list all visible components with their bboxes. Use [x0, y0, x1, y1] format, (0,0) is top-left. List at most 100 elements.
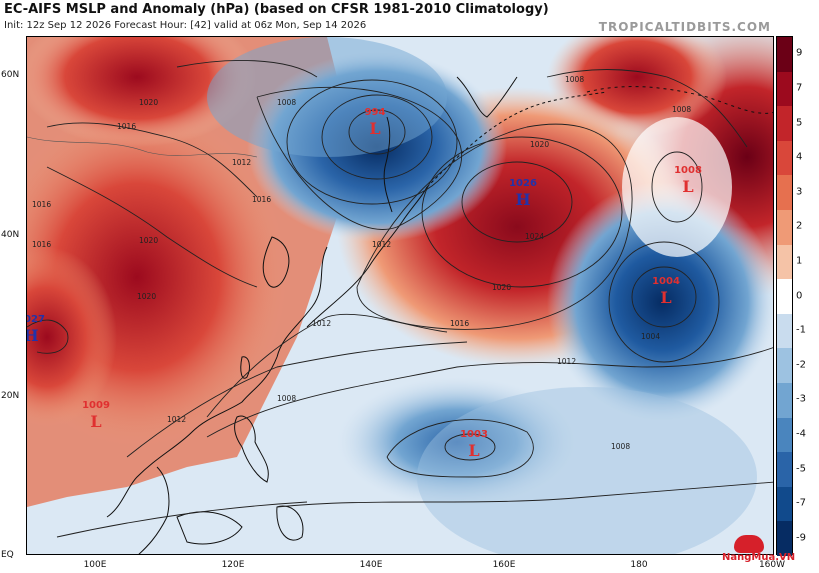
taiwan-coast [240, 356, 250, 379]
map-canvas: 1008 1012 1016 1016 1020 1020 1024 1020 … [27, 37, 773, 554]
isobar-label: 1016 [32, 240, 51, 249]
okhotsk-cool-field [207, 37, 447, 157]
center-value: 1027 [27, 314, 45, 325]
low-marker: L [468, 441, 479, 460]
cloud-icon [734, 535, 764, 553]
tropical-cool-field [417, 387, 757, 554]
lon-label: 100E [83, 560, 107, 570]
brand-text: TROPICALTIDBITS.COM [598, 20, 771, 34]
pressure-center-low: 1008 L [674, 165, 702, 196]
lon-label: 160W [758, 560, 786, 570]
lat-label: 20N [1, 391, 20, 401]
isobar-label: 1020 [139, 98, 158, 107]
lat-label: 40N [1, 230, 20, 240]
colorbar-segment [777, 486, 792, 522]
low-marker: L [682, 177, 693, 196]
center-value: 1003 [460, 429, 488, 440]
isobar-label: 1012 [557, 357, 576, 366]
isobar-1004-ring [286, 79, 458, 205]
lat-label: 60N [1, 70, 20, 80]
isobar-1008-ring [256, 86, 463, 230]
colorbar-segment [777, 209, 792, 245]
colorbar-segment [777, 313, 792, 349]
isobar-label: 1008 [277, 98, 296, 107]
isobar-1008-eq [56, 501, 308, 538]
isobar-label: 1020 [530, 140, 549, 149]
chart-title: EC-AIFS MSLP and Anomaly (hPa) (based on… [4, 2, 549, 17]
mongolia-high-field [27, 37, 257, 147]
kuril-aleutian-chain [426, 91, 608, 188]
isobar-label: 1020 [139, 236, 158, 245]
lat-label: EQ [1, 550, 14, 560]
isobars [27, 60, 773, 538]
isobar-1012-east [206, 347, 773, 438]
isobar-label: 1008 [277, 394, 296, 403]
colorbar-label: 1 [796, 255, 803, 267]
colorbar-segment [777, 452, 792, 487]
isobar-994-ring [348, 109, 406, 155]
isobar-label: 1016 [252, 195, 271, 204]
pressure-center-high: 1027 H [27, 314, 45, 345]
colorbar-segment [777, 71, 792, 107]
isobar-1012-north [176, 60, 318, 78]
lon-label: 140E [359, 560, 383, 570]
isobar-label: 1012 [312, 319, 331, 328]
isobar-1016-ring [356, 123, 633, 330]
lon-label: 180 [630, 560, 648, 570]
colorbar-segment [777, 279, 792, 314]
colorbar-segment [777, 417, 792, 453]
lon-label: 160E [492, 560, 516, 570]
isobar-1020-ring [421, 136, 623, 288]
colorbar-label: -9 [796, 532, 806, 544]
isobar-1004-trop [444, 433, 496, 461]
center-value: 1004 [652, 276, 680, 287]
isobar-label: 1020 [137, 292, 156, 301]
watermark-text: NangMua.VN [722, 552, 796, 563]
isobar-1012-west [206, 313, 448, 418]
colorbar-label: -5 [796, 463, 806, 474]
colorbar [776, 36, 793, 556]
isobar-label: 1016 [117, 122, 136, 131]
colorbar-label: -3 [796, 393, 806, 405]
pressure-center-low: 994 L [365, 107, 386, 138]
isobar-label: 1008 [611, 442, 630, 451]
isobar-label: 1024 [525, 232, 544, 241]
isobar-1008-arctic [546, 69, 748, 148]
isobar-1000-ring [321, 94, 433, 180]
colorbar-segment [777, 175, 792, 210]
colorbar-segment [777, 106, 792, 141]
mslp-anomaly-map: 1008 1012 1016 1016 1020 1020 1024 1020 … [26, 36, 774, 555]
colorbar-label: 0 [796, 290, 803, 301]
low-1008-field [622, 117, 732, 257]
china-coast [106, 246, 328, 518]
colorbar-label: -7 [796, 497, 806, 509]
isobar-1016-south [126, 341, 468, 458]
isobar-1024-ring [461, 161, 573, 243]
colorbar-label: 3 [796, 186, 803, 198]
isobar-label: 1012 [372, 240, 391, 249]
low-1003-field [337, 377, 577, 507]
center-value: 1009 [82, 400, 110, 411]
colorbar-label: 4 [796, 151, 803, 163]
low-marker: L [369, 119, 380, 138]
colorbar-label: 2 [796, 220, 803, 232]
isobar-label: 1012 [232, 158, 251, 167]
philippines-coast [234, 415, 269, 483]
colorbar-label: 7 [796, 82, 803, 94]
border-russia [27, 136, 258, 158]
pressure-center-high: 1026 H [509, 178, 537, 209]
isobar-1027-ring [27, 319, 69, 354]
isobar-1008-center [608, 241, 720, 363]
pressure-center-low: 1009 L [82, 400, 110, 431]
pressure-center-low: 1004 L [652, 276, 680, 307]
isobar-label: 1008 [565, 75, 584, 84]
colorbar-label: -1 [796, 324, 806, 336]
isobar-label: 1016 [32, 200, 51, 209]
isobar-1016-north [46, 122, 258, 198]
colorbar-segment [777, 521, 792, 556]
low-marker: L [90, 412, 101, 431]
colorbar-label: 9 [796, 47, 803, 59]
isobar-label: 1016 [450, 319, 469, 328]
isobar-label: 1004 [641, 332, 660, 341]
colorbar-label: -2 [796, 359, 806, 371]
